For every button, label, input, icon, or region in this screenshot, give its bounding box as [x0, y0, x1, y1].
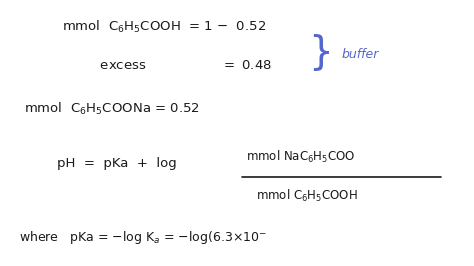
Text: buffer: buffer [341, 48, 379, 61]
Text: mmol  C$_6$H$_5$COOH  = 1 $-$  0.52: mmol C$_6$H$_5$COOH = 1 $-$ 0.52 [62, 19, 266, 35]
Text: mmol  C$_6$H$_5$COONa = 0.52: mmol C$_6$H$_5$COONa = 0.52 [24, 101, 200, 117]
Text: $\}$: $\}$ [308, 32, 330, 73]
Text: where   pKa = $-$log K$_a$ = $-$log(6.3$\times$10$^{-}$: where pKa = $-$log K$_a$ = $-$log(6.3$\t… [19, 229, 267, 246]
Text: pH  =  pKa  +  log: pH = pKa + log [57, 157, 177, 170]
Text: excess                  $=$ 0.48: excess $=$ 0.48 [62, 59, 272, 72]
Text: mmol NaC$_6$H$_5$COO: mmol NaC$_6$H$_5$COO [246, 149, 356, 165]
Text: mmol C$_6$H$_5$COOH: mmol C$_6$H$_5$COOH [256, 188, 358, 204]
